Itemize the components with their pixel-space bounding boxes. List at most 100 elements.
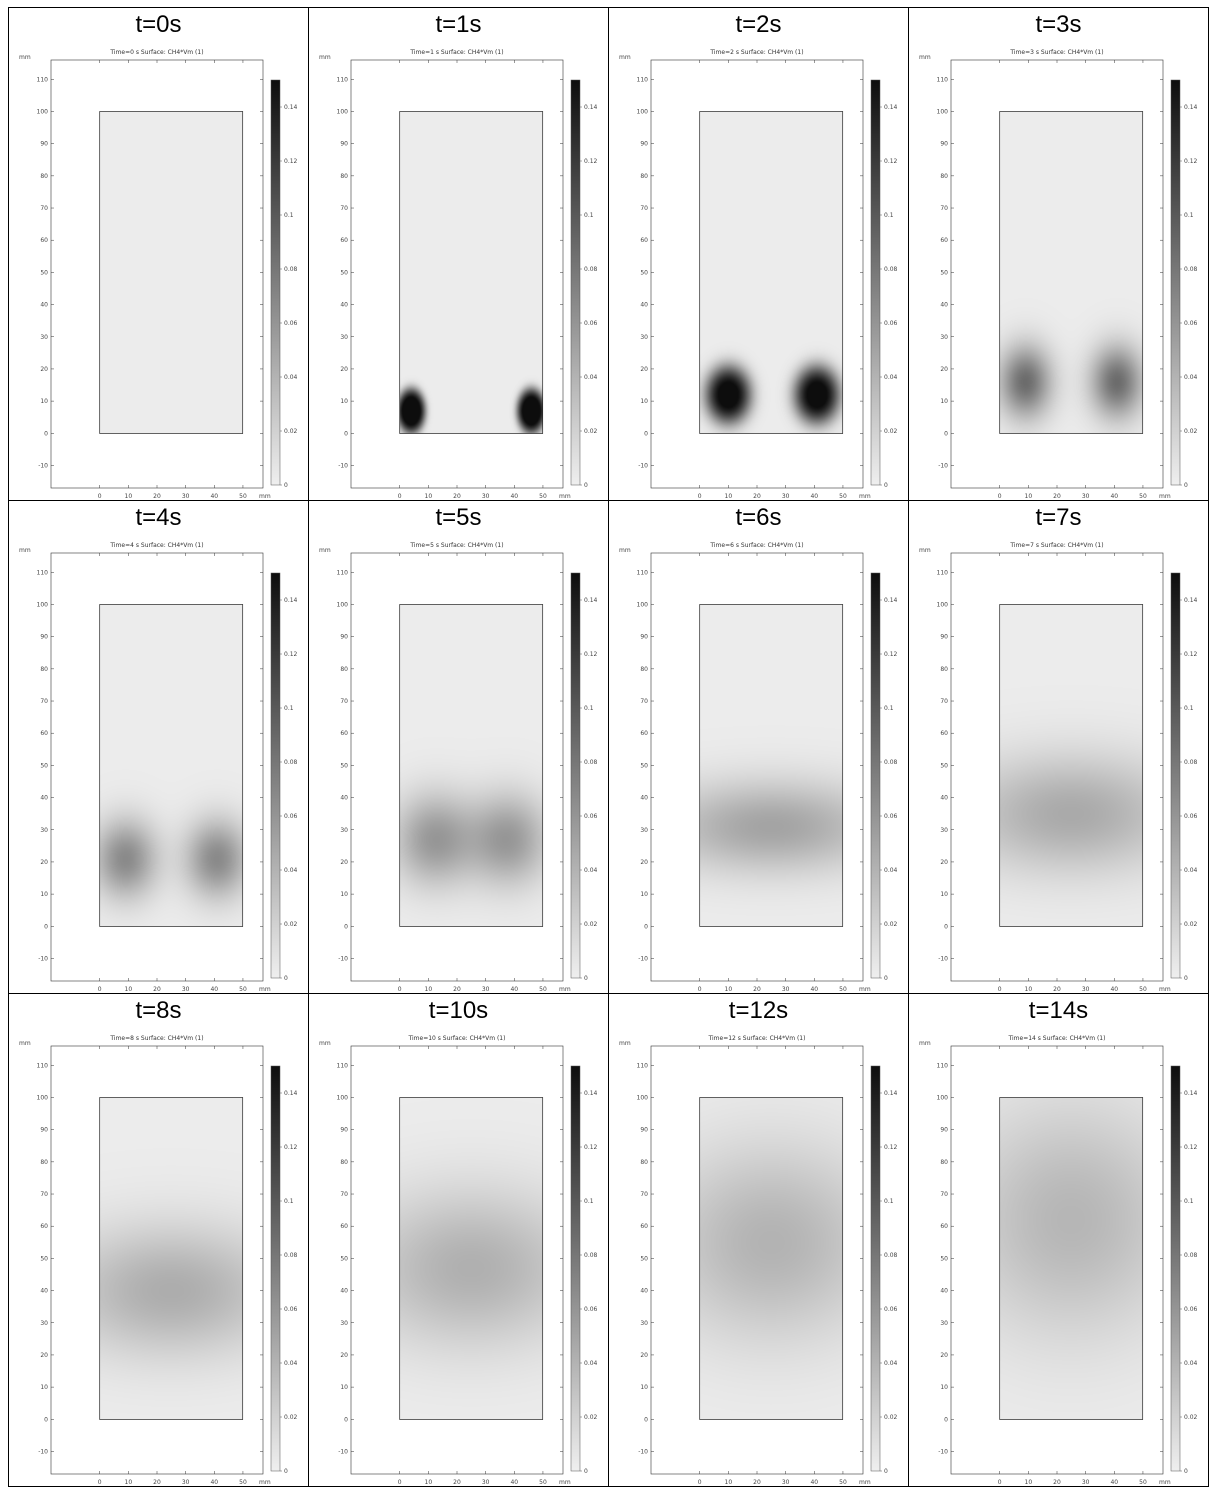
y-tick-label: 90 [640, 1127, 648, 1134]
colorbar [1170, 1065, 1181, 1472]
y-tick-label: 70 [940, 205, 948, 212]
colorbar-tick-label: 0.06 [284, 320, 298, 327]
surface-plot: Time=2 s Surface: CH4*Vm (1) mm -10 0 10 20 30… [619, 49, 898, 499]
colorbar-tick-label: 0.12 [284, 1144, 298, 1151]
y-tick-label: -10 [638, 955, 648, 962]
colorbar-tick-label: 0.12 [884, 1144, 898, 1151]
colorbar-tick-label: 0.08 [584, 266, 598, 273]
x-tick-label: 20 [453, 1479, 461, 1485]
x-tick-label: 50 [239, 1479, 247, 1485]
grid-divider [8, 993, 1209, 994]
x-tick-label: 30 [182, 1479, 190, 1485]
x-axis-unit: mm [259, 986, 271, 992]
colorbar-tick-label: 0.04 [584, 867, 598, 874]
y-tick-label: 40 [40, 302, 48, 309]
y-tick-label: 0 [944, 923, 948, 930]
y-tick-label: 60 [940, 1223, 948, 1230]
x-tick-label: 40 [510, 986, 518, 992]
colorbar-tick-label: 0.08 [284, 1252, 298, 1259]
panel: t=8s Time=8 s Surface: CH4*Vm (1) mm -10 0 10… [9, 994, 308, 1486]
surface-plot: Time=8 s Surface: CH4*Vm (1) mm -10 0 10 20 30… [19, 1035, 298, 1485]
colorbar-tick-label: 0 [284, 482, 288, 489]
x-tick-label: 50 [839, 1479, 847, 1485]
x-tick-label: 50 [539, 1479, 547, 1485]
y-tick-label: 30 [940, 334, 948, 341]
plot-title: Time=12 s Surface: CH4*Vm (1) [708, 1035, 806, 1042]
y-tick-label: 30 [340, 1320, 348, 1327]
y-axis-unit: mm [619, 547, 631, 554]
colorbar-tick-label: 0 [284, 975, 288, 982]
y-tick-label: 30 [640, 334, 648, 341]
y-tick-label: 100 [337, 1094, 349, 1101]
colorbar-tick-label: 0.1 [284, 212, 294, 219]
colorbar-tick-label: 0 [584, 482, 588, 489]
colorbar-tick-label: 0 [584, 1468, 588, 1475]
panel-time-label: t=6s [735, 504, 782, 531]
surface-plot: Time=3 s Surface: CH4*Vm (1) mm -10 0 10 20 30… [919, 49, 1198, 499]
x-axis-unit: mm [1159, 493, 1171, 499]
y-tick-label: 110 [937, 569, 949, 576]
colorbar-tick-label: 0.02 [884, 921, 898, 928]
concentration-field [999, 604, 1143, 927]
x-tick-label: 20 [1053, 1479, 1061, 1485]
colorbar-tick-label: 0.06 [284, 813, 298, 820]
colorbar-tick-label: 0.14 [1184, 104, 1198, 111]
x-tick-label: 40 [810, 493, 818, 499]
y-tick-label: 100 [937, 601, 949, 608]
domain-boundary [999, 1097, 1144, 1420]
colorbar [1170, 572, 1181, 979]
colorbar-tick-label: 0.14 [884, 1090, 898, 1097]
y-tick-label: -10 [638, 1448, 648, 1455]
panel: t=3s Time=3 s Surface: CH4*Vm (1) mm -10 0 10… [909, 8, 1208, 500]
y-tick-label: 110 [637, 1062, 649, 1069]
x-tick-label: 40 [510, 493, 518, 499]
y-tick-label: 90 [40, 141, 48, 148]
y-axis-unit: mm [919, 54, 931, 61]
colorbar-tick-label: 0.04 [1184, 374, 1198, 381]
colorbar-tick-label: 0.12 [1184, 158, 1198, 165]
x-tick-label: 30 [782, 1479, 790, 1485]
colorbar-tick-label: 0 [884, 1468, 888, 1475]
y-tick-label: 10 [340, 398, 348, 405]
colorbar-tick-label: 0.14 [884, 597, 898, 604]
x-tick-label: 0 [998, 986, 1002, 992]
y-tick-label: 80 [40, 1159, 48, 1166]
concentration-field [999, 111, 1143, 434]
y-tick-label: 90 [640, 141, 648, 148]
y-tick-label: 80 [40, 173, 48, 180]
x-tick-label: 0 [98, 493, 102, 499]
colorbar-tick-label: 0.1 [884, 1198, 894, 1205]
x-tick-label: 20 [453, 493, 461, 499]
x-tick-label: 0 [98, 1479, 102, 1485]
colorbar-tick-label: 0.14 [584, 597, 598, 604]
y-tick-label: 30 [340, 827, 348, 834]
y-tick-label: -10 [338, 462, 348, 469]
colorbar-tick-label: 0.06 [584, 1306, 598, 1313]
x-tick-label: 20 [753, 986, 761, 992]
plot-title: Time=3 s Surface: CH4*Vm (1) [1009, 49, 1103, 56]
y-tick-label: 30 [40, 827, 48, 834]
colorbar [870, 79, 881, 486]
y-tick-label: -10 [938, 955, 948, 962]
y-tick-label: 40 [40, 795, 48, 802]
concentration-field [699, 1097, 843, 1420]
y-tick-label: 100 [637, 108, 649, 115]
concentration-field [99, 604, 243, 927]
y-tick-label: 20 [640, 859, 648, 866]
y-tick-label: -10 [38, 1448, 48, 1455]
y-tick-label: 110 [637, 569, 649, 576]
colorbar [870, 1065, 881, 1472]
x-tick-label: 40 [210, 986, 218, 992]
colorbar-tick-label: 0.1 [884, 705, 894, 712]
colorbar-tick-label: 0.02 [584, 921, 598, 928]
y-tick-label: 50 [40, 1255, 48, 1262]
x-tick-label: 10 [1025, 1479, 1033, 1485]
colorbar-tick-label: 0.14 [584, 104, 598, 111]
x-tick-label: 10 [1025, 493, 1033, 499]
colorbar-tick-label: 0.04 [584, 1360, 598, 1367]
y-tick-label: 10 [940, 891, 948, 898]
panel-time-label: t=8s [135, 997, 182, 1024]
colorbar-tick-label: 0.1 [584, 212, 594, 219]
colorbar-tick-label: 0.12 [584, 158, 598, 165]
plot-title: Time=8 s Surface: CH4*Vm (1) [109, 1035, 203, 1042]
